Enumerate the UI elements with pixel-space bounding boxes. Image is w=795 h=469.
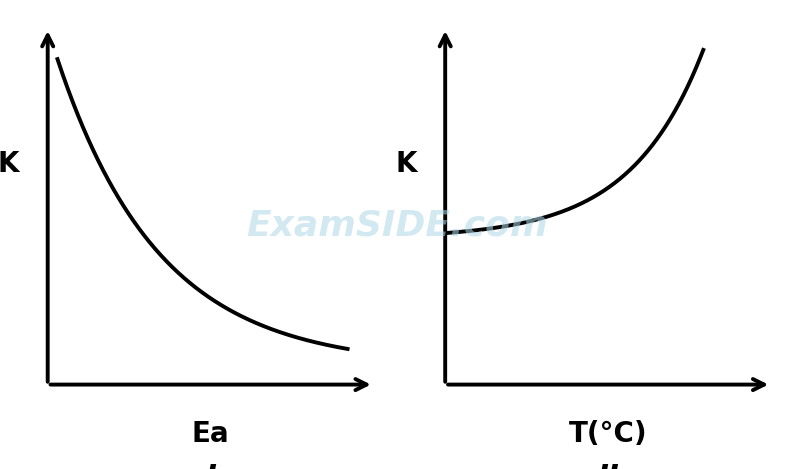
Text: T(°C): T(°C) [569,420,647,448]
Text: K: K [0,150,19,178]
Text: ExamSIDE.com: ExamSIDE.com [246,208,549,242]
Text: Ea: Ea [192,420,230,448]
Text: K: K [395,150,417,178]
Text: I: I [205,463,216,469]
Text: II: II [597,463,619,469]
